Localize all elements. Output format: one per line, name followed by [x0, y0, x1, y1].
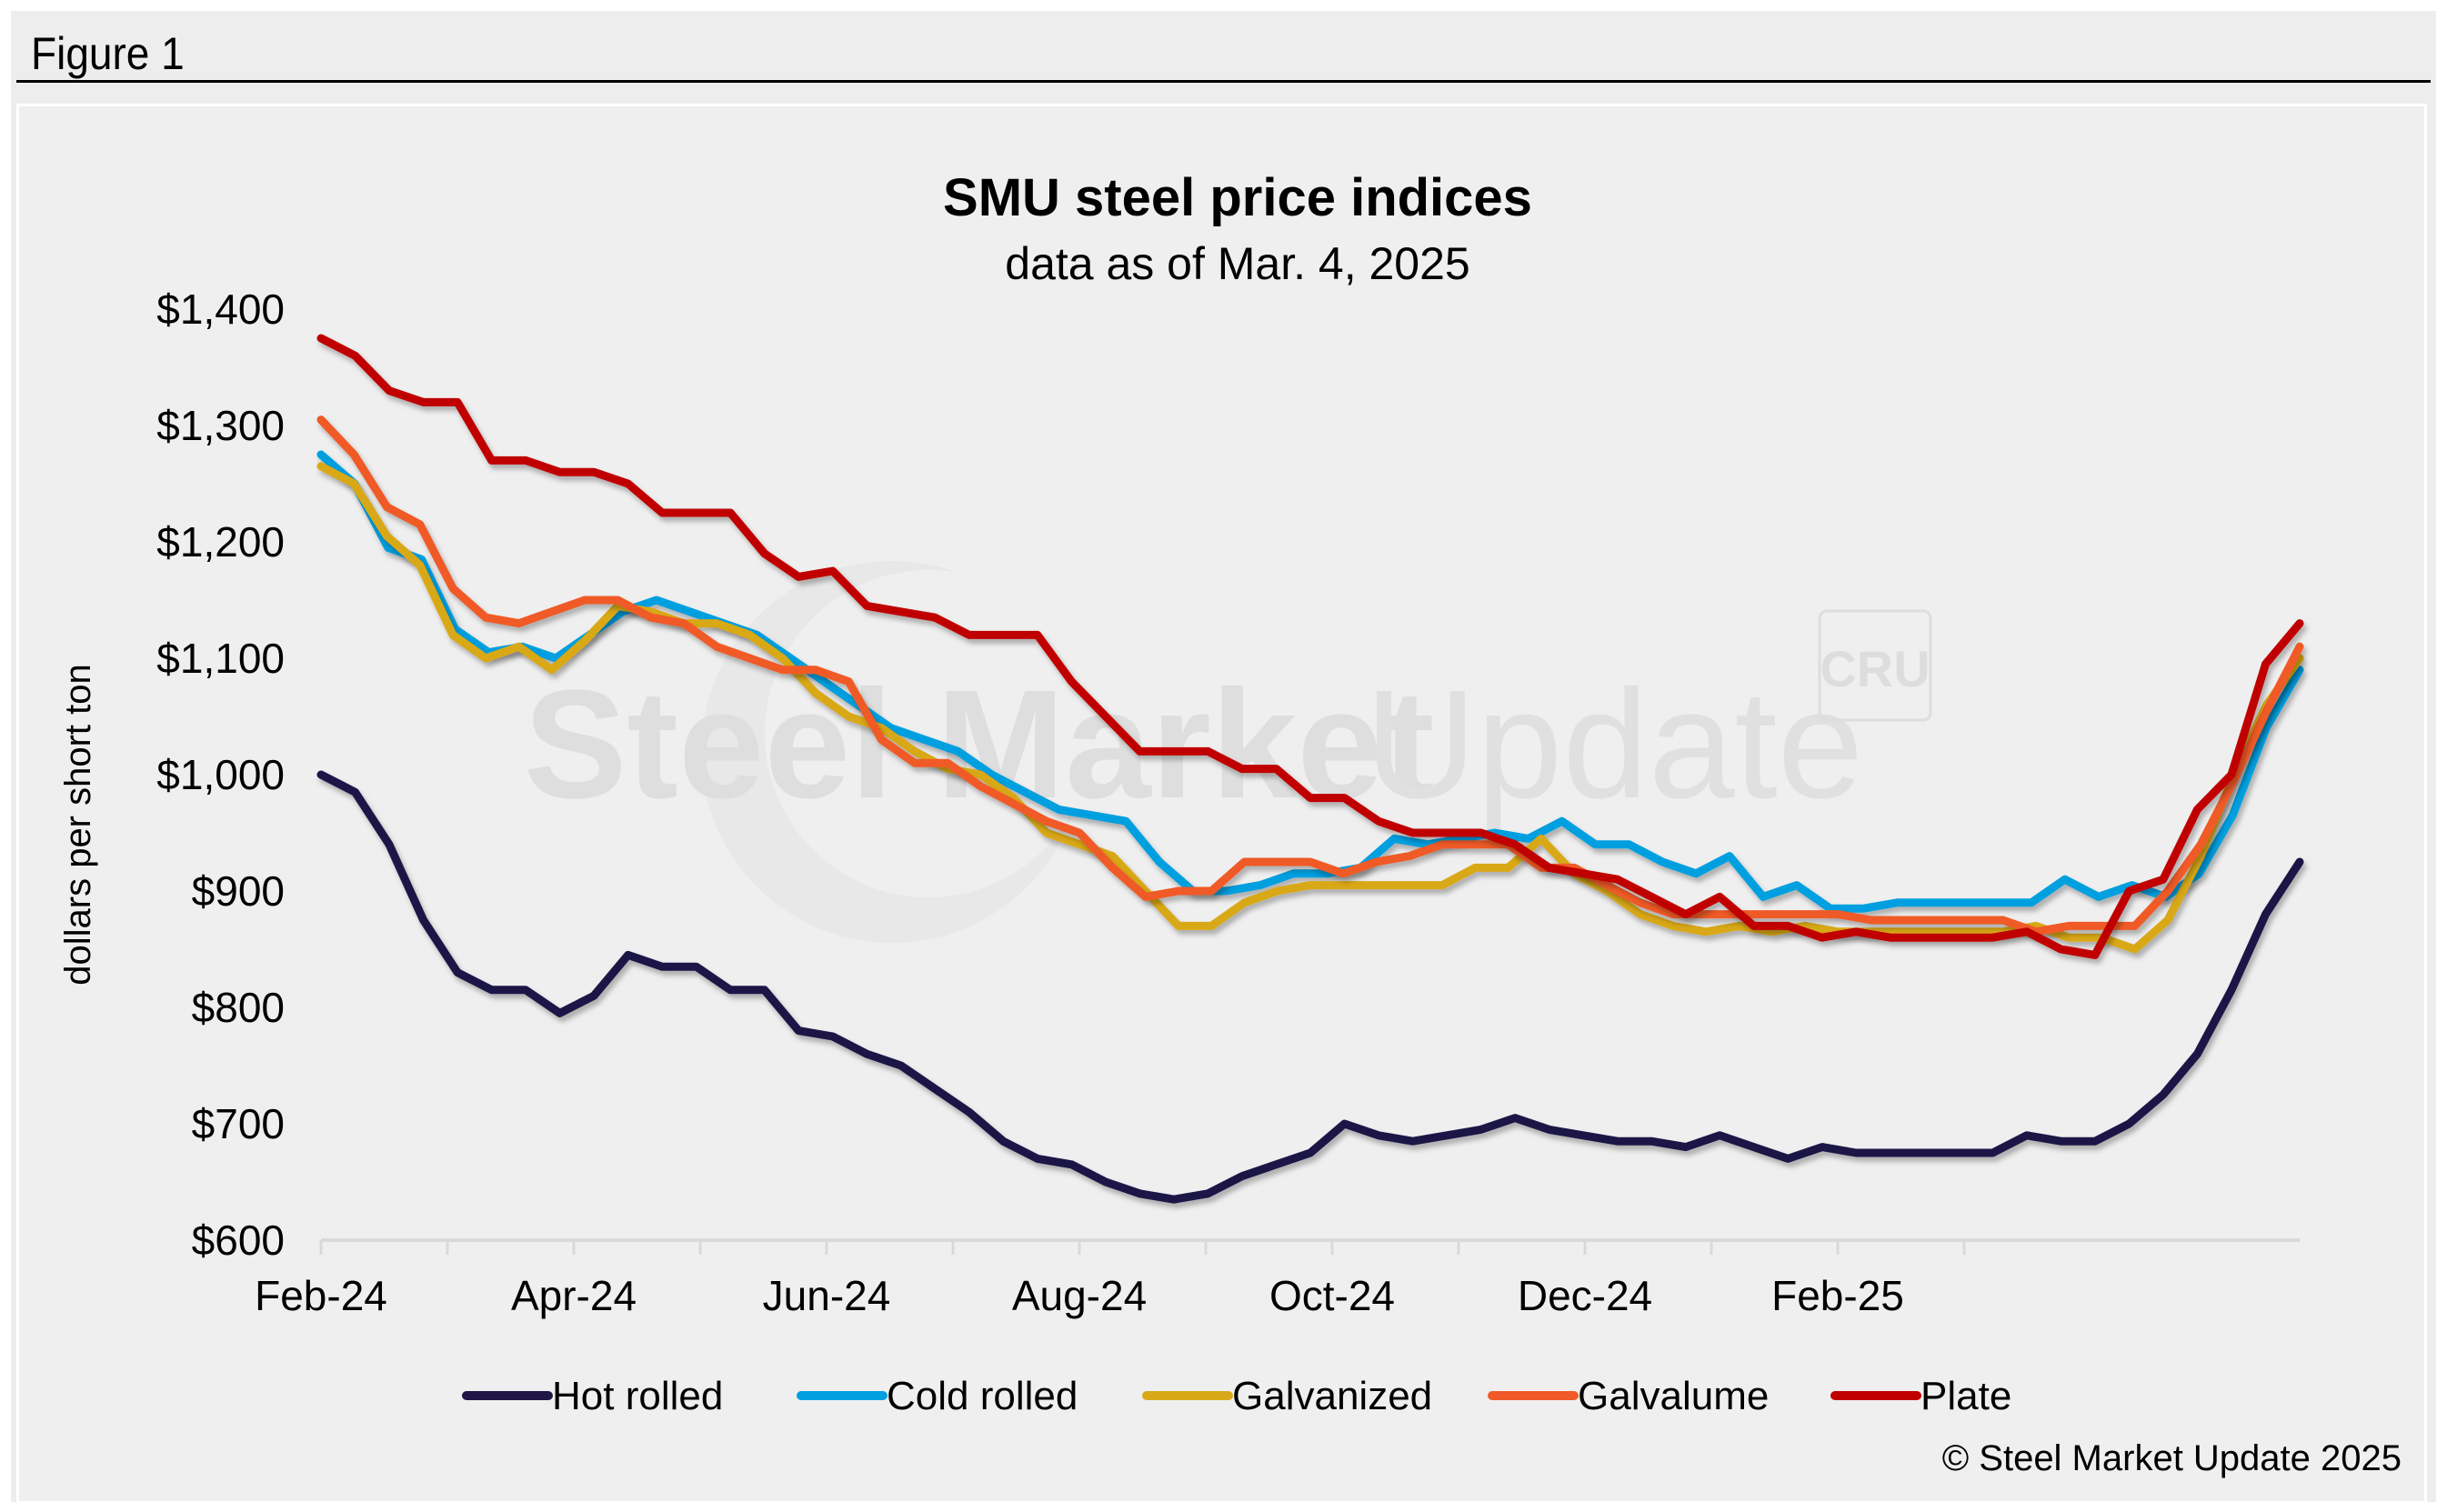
legend-item: Cold rolled: [797, 1374, 1078, 1418]
legend-label: Plate: [1920, 1374, 2011, 1418]
series-line-hot-rolled: [316, 770, 2304, 1204]
series-line-galvalume: [316, 416, 2304, 936]
chart-title: SMU steel price indices: [943, 168, 1532, 227]
chart-panel: Steel Market Update CRU SMU steel price …: [16, 104, 2427, 1504]
x-tick-label: Oct-24: [1269, 1272, 1395, 1319]
x-tick-label: Apr-24: [511, 1272, 637, 1319]
watermark: Steel Market Update CRU: [524, 561, 1932, 943]
legend-label: Hot rolled: [552, 1374, 723, 1418]
chart-subtitle: data as of Mar. 4, 2025: [1005, 238, 1469, 289]
y-tick-label: $1,000: [156, 751, 285, 798]
figure-divider: [16, 80, 2431, 83]
y-tick-label: $800: [192, 984, 285, 1031]
y-tick-label: $1,400: [156, 285, 285, 333]
legend-label: Cold rolled: [887, 1374, 1078, 1418]
figure-label: Figure 1: [31, 28, 185, 79]
y-tick-label: $700: [192, 1100, 285, 1147]
cru-badge-text: CRU: [1820, 640, 1930, 697]
cru-badge: [1818, 609, 1932, 722]
series-line-plate: [316, 334, 2304, 959]
series-lines: [316, 334, 2304, 1204]
watermark-text-bold: Steel Market: [524, 658, 1435, 831]
y-axis: $600 $700 $800 $900 $1,000 $1,100 $1,200 $1,300…: [156, 285, 285, 1264]
watermark-text-light: Update: [1365, 658, 1863, 831]
line-chart: Steel Market Update CRU SMU steel price …: [58, 168, 2402, 1478]
legend-item: Hot rolled: [462, 1374, 723, 1418]
legend-label: Galvanized: [1232, 1374, 1432, 1418]
y-tick-label: $900: [192, 867, 285, 915]
x-tick-label: Jun-24: [763, 1272, 891, 1319]
legend-item: Galvalume: [1488, 1374, 1769, 1418]
x-tick-label: Aug-24: [1012, 1272, 1147, 1319]
y-tick-label: $600: [192, 1217, 285, 1264]
legend-item: Galvanized: [1142, 1374, 1432, 1418]
x-tick-label: Feb-24: [255, 1272, 387, 1319]
y-tick-label: $1,200: [156, 518, 285, 566]
series-line-galvanized: [316, 462, 2304, 954]
legend-item: Plate: [1830, 1374, 2011, 1418]
x-tick-label: Dec-24: [1518, 1272, 1652, 1319]
watermark-circle-cut: [765, 570, 1092, 897]
series-line-cold-rolled: [316, 450, 2304, 913]
legend: Hot rolled Cold rolled Galvanized Galvalume…: [462, 1374, 2011, 1418]
y-tick-label: $1,100: [156, 635, 285, 682]
legend-label: Galvalume: [1578, 1374, 1769, 1418]
x-axis: Feb-24 Apr-24 Jun-24 Aug-24 Oct-24 Dec-24 Feb-…: [255, 1238, 2300, 1319]
y-tick-label: $1,300: [156, 402, 285, 449]
x-tick-label: Feb-25: [1771, 1272, 1904, 1319]
y-axis-label: dollars per short ton: [58, 664, 98, 986]
figure-frame: Figure 1 Steel Market Update CRU SMU ste…: [11, 11, 2436, 1504]
copyright: © Steel Market Update 2025: [1942, 1438, 2402, 1478]
